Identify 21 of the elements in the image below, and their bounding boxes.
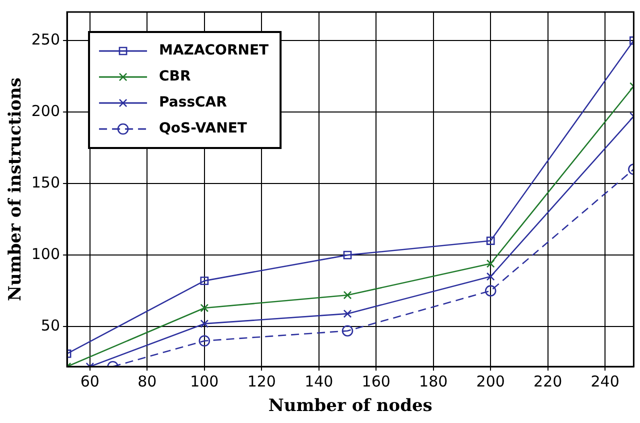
x-tick-label: 200 (476, 372, 505, 390)
x-tick-label: 240 (590, 372, 620, 390)
x-tick-label: 140 (304, 372, 334, 390)
legend-label: QoS-VANET (159, 120, 248, 137)
y-tick-label: 100 (31, 244, 60, 263)
legend-label: MAZACORNET (159, 42, 270, 59)
y-tick-label: 150 (31, 173, 60, 192)
x-axis-title: Number of nodes (268, 396, 432, 416)
x-tick-label: 220 (534, 372, 562, 390)
legend-label: CBR (159, 68, 191, 85)
x-tick-label: 60 (80, 372, 100, 390)
legend-label: PassCAR (159, 94, 228, 111)
x-tick-label: 120 (247, 372, 276, 390)
y-tick-label: 50 (40, 316, 60, 334)
y-tick-label: 250 (31, 30, 60, 48)
x-tick-label: 100 (190, 372, 219, 390)
x-tick-label: 80 (138, 372, 157, 390)
y-axis-title: Number of instructions (6, 78, 26, 302)
y-tick-label: 200 (31, 102, 60, 120)
x-tick-label: 160 (362, 372, 390, 390)
x-tick-label: 180 (419, 372, 448, 390)
